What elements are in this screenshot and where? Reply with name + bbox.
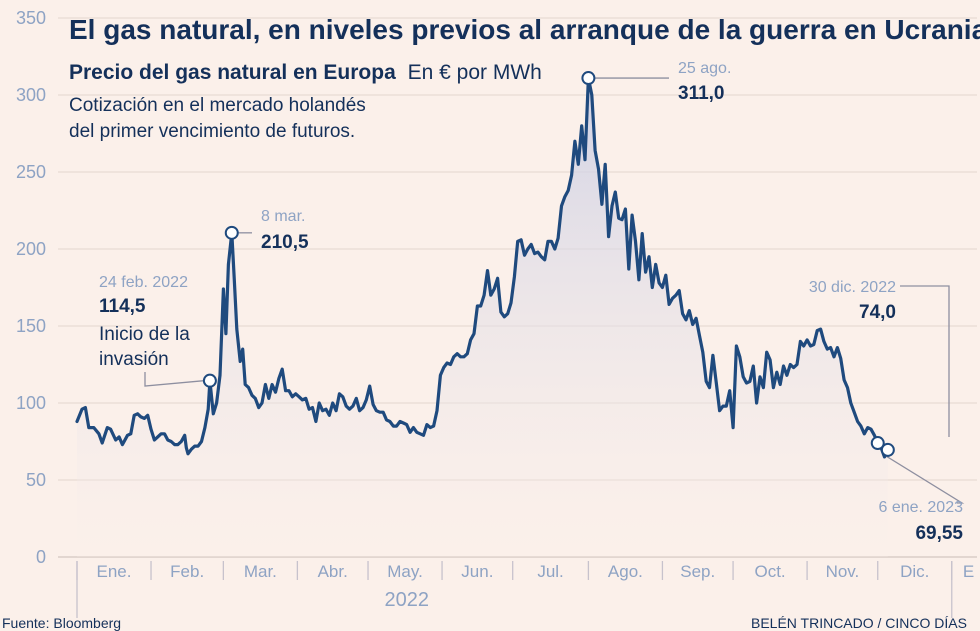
x-tick-label: Ago.	[608, 562, 643, 581]
x-tick-label: Abr.	[318, 562, 348, 581]
y-tick-label: 150	[16, 316, 46, 336]
chart-note-line-1: Cotización en el mercado holandés	[69, 95, 366, 116]
x-tick-label: Dic.	[900, 562, 929, 581]
annotation-marker	[870, 436, 885, 451]
footer-credit: BELÉN TRINCADO / CINCO DÍAS	[751, 615, 967, 631]
chart-note-line-2: del primer vencimiento de futuros.	[69, 121, 355, 142]
x-tick-label: E	[963, 562, 974, 581]
x-tick-label: Mar.	[244, 562, 277, 581]
x-tick-label: Feb.	[170, 562, 204, 581]
footer-source: Fuente: Bloomberg	[2, 615, 121, 631]
y-tick-label: 50	[26, 470, 46, 490]
y-tick-label: 250	[16, 162, 46, 182]
x-tick-label: Sep.	[680, 562, 715, 581]
chart-subtitle-unit: En € por MWh	[408, 61, 542, 84]
y-tick-label: 0	[36, 547, 46, 567]
annotation-marker	[202, 373, 217, 388]
x-year-label: 2022	[384, 589, 429, 611]
price-line	[75, 76, 890, 459]
price-area	[77, 78, 888, 557]
x-tick-label: Jul.	[537, 562, 563, 581]
annotation-marker	[880, 442, 895, 457]
x-tick-label: Nov.	[826, 562, 860, 581]
annotation-text: 6 ene. 2023	[878, 499, 963, 516]
annotation-text: 30 dic. 2022	[809, 279, 896, 296]
annotations: 24 feb. 2022 114,5 Inicio de la invasión 8 m…	[99, 60, 965, 544]
chart-subtitle-bold: Precio del gas natural en Europa	[69, 61, 396, 84]
y-tick-label: 300	[16, 85, 46, 105]
y-tick-label: 350	[16, 8, 46, 28]
annotation-text: 24 feb. 2022	[99, 274, 188, 291]
annotation-text: 8 mar.	[261, 208, 305, 225]
x-tick-label: Oct.	[754, 562, 785, 581]
x-axis: Ene. Feb. Mar. Abr. May. Jun. Jul. Ago. Sep. Oct.…	[76, 561, 974, 618]
annotation-leader	[885, 455, 965, 504]
x-tick-label: Jun.	[461, 562, 493, 581]
annotation-leader	[144, 372, 204, 387]
annotation-text: 311,0	[678, 83, 725, 104]
y-axis-ticks: 0 50 100 150 200 250 300 350	[16, 8, 46, 567]
annotation-text: invasión	[99, 349, 169, 370]
chart-subtitle: Precio del gas natural en Europa En € po…	[69, 61, 542, 84]
annotation-text: Inicio de la	[99, 324, 190, 345]
x-tick-label: May.	[387, 562, 423, 581]
annotation-text: 74,0	[859, 302, 896, 323]
x-tick-label: Ene.	[97, 562, 132, 581]
annotation-text: 210,5	[261, 232, 309, 253]
annotation-leader	[900, 285, 950, 438]
annotation-text: 69,55	[915, 523, 963, 544]
annotation-text: 114,5	[99, 296, 146, 317]
chart-title: El gas natural, en niveles previos al ar…	[69, 14, 980, 45]
annotation-marker	[581, 71, 596, 86]
annotation-marker	[224, 225, 239, 240]
annotation-text: 25 ago.	[678, 60, 731, 77]
y-tick-label: 100	[16, 393, 46, 413]
y-tick-label: 200	[16, 239, 46, 259]
